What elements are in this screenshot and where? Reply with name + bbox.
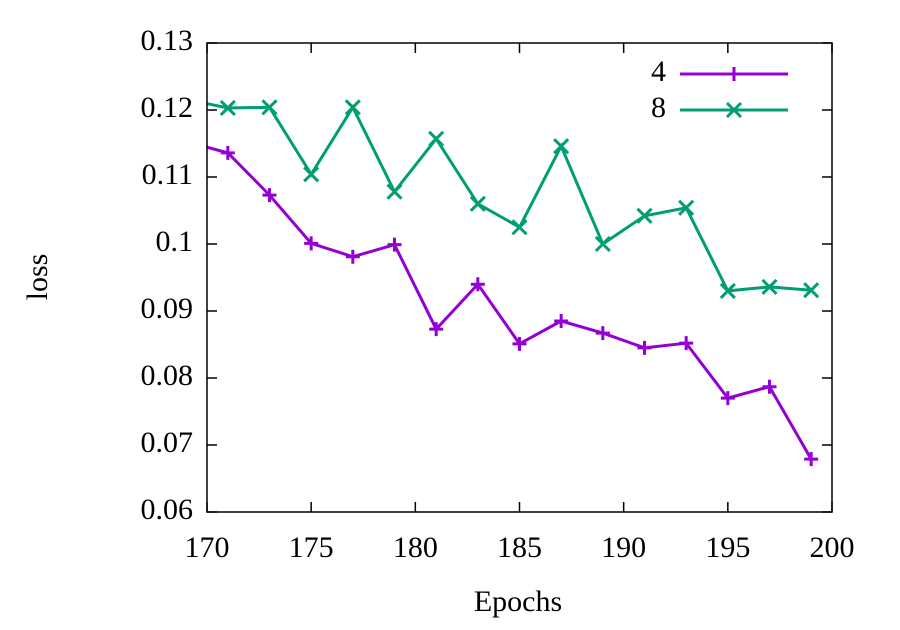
x-tick-label: 200: [810, 531, 855, 564]
marker: [761, 278, 778, 295]
marker: [636, 207, 653, 224]
marker: [428, 130, 445, 147]
y-axis-label: loss: [21, 254, 54, 301]
marker: [594, 235, 611, 253]
marker: [719, 282, 736, 299]
marker: [469, 195, 486, 212]
y-tick-label: 0.08: [141, 359, 194, 392]
x-tick-label: 190: [601, 531, 646, 564]
x-tick-label: 195: [705, 531, 750, 564]
marker: [554, 314, 569, 329]
y-tick-label: 0.06: [141, 493, 194, 526]
series-line: [207, 145, 813, 460]
marker: [553, 138, 570, 155]
marker: [220, 145, 235, 160]
marker: [304, 236, 319, 251]
marker: [762, 379, 777, 394]
x-axis-label: Epochs: [474, 585, 562, 618]
x-tick-label: 170: [185, 531, 230, 564]
marker: [345, 249, 360, 264]
y-tick-label: 0.13: [141, 24, 194, 57]
marker: [725, 101, 743, 119]
marker: [512, 336, 527, 351]
marker: [262, 188, 277, 203]
legend-label: 4: [651, 55, 666, 88]
y-tick-label: 0.11: [142, 158, 193, 191]
x-tick-label: 185: [497, 531, 542, 564]
marker: [727, 67, 741, 81]
x-tick-label: 175: [289, 531, 334, 564]
marker: [261, 99, 278, 116]
y-tick-label: 0.1: [156, 225, 194, 258]
marker: [803, 282, 820, 299]
plot-area: [179, 99, 820, 467]
marker: [678, 199, 695, 216]
marker: [219, 99, 236, 117]
marker: [470, 277, 485, 292]
marker: [303, 166, 320, 183]
marker: [387, 237, 402, 252]
marker: [720, 391, 735, 406]
y-tick-label: 0.07: [141, 426, 194, 459]
marker: [386, 183, 403, 200]
marker: [511, 219, 528, 236]
y-tick-label: 0.09: [141, 292, 194, 325]
marker: [804, 452, 819, 467]
legend-label: 8: [651, 91, 666, 124]
y-tick-label: 0.12: [141, 91, 194, 124]
marker: [344, 99, 361, 116]
marker: [429, 322, 444, 337]
series-line: [207, 102, 812, 293]
marker: [679, 336, 694, 351]
x-tick-label: 180: [393, 531, 438, 564]
marker: [637, 340, 652, 355]
marker: [595, 326, 610, 341]
marker: [179, 134, 193, 148]
